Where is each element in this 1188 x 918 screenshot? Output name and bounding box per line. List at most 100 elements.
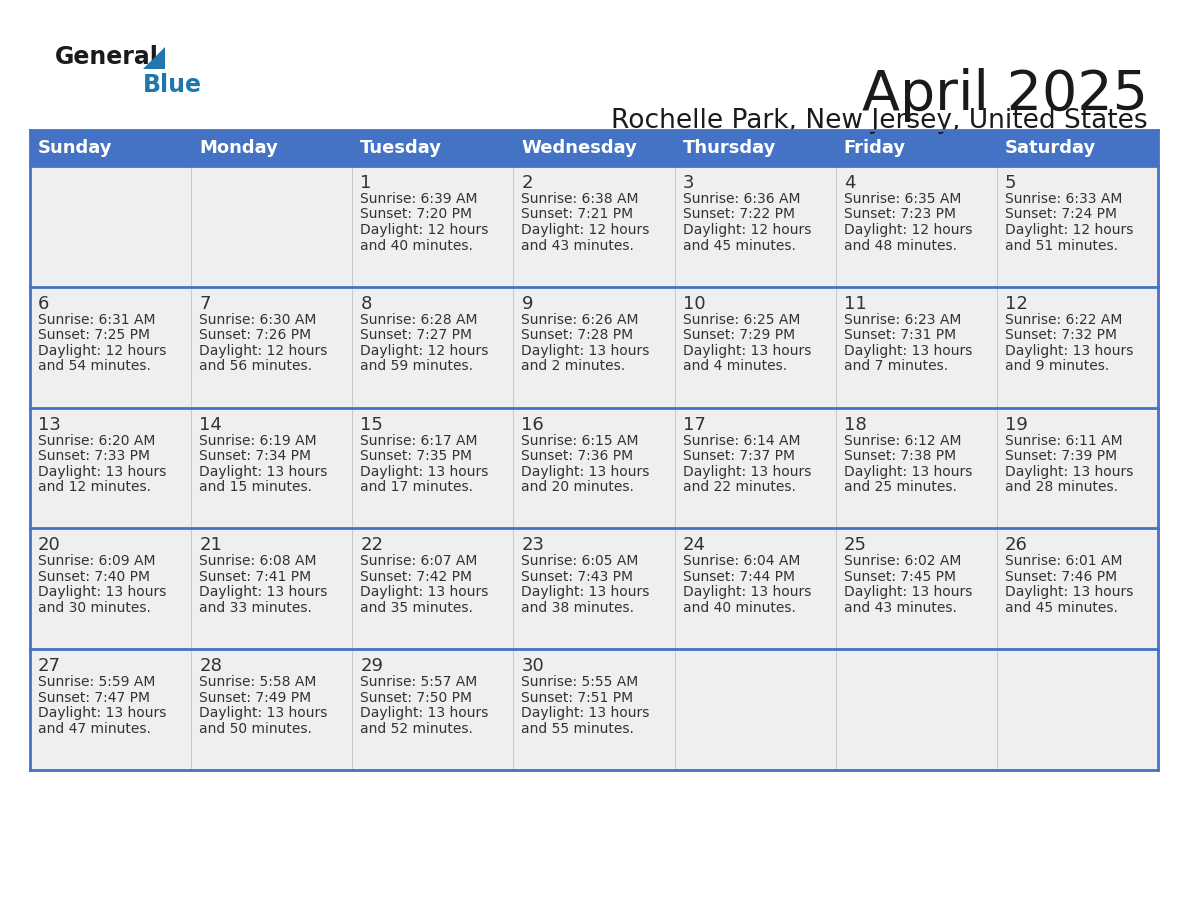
Text: Daylight: 13 hours: Daylight: 13 hours <box>1005 344 1133 358</box>
Text: Tuesday: Tuesday <box>360 139 442 157</box>
Text: Sunrise: 6:15 AM: Sunrise: 6:15 AM <box>522 433 639 448</box>
Text: 18: 18 <box>843 416 866 433</box>
Text: 23: 23 <box>522 536 544 554</box>
Text: 4: 4 <box>843 174 855 192</box>
Text: Daylight: 13 hours: Daylight: 13 hours <box>200 586 328 599</box>
Text: Sunrise: 6:26 AM: Sunrise: 6:26 AM <box>522 313 639 327</box>
Text: Sunset: 7:51 PM: Sunset: 7:51 PM <box>522 690 633 705</box>
Text: Sunrise: 6:33 AM: Sunrise: 6:33 AM <box>1005 192 1123 206</box>
Text: 30: 30 <box>522 657 544 676</box>
Text: Daylight: 12 hours: Daylight: 12 hours <box>1005 223 1133 237</box>
Text: Sunset: 7:31 PM: Sunset: 7:31 PM <box>843 329 956 342</box>
Text: Sunset: 7:41 PM: Sunset: 7:41 PM <box>200 570 311 584</box>
Text: 14: 14 <box>200 416 222 433</box>
Text: and 15 minutes.: and 15 minutes. <box>200 480 312 494</box>
Text: Sunset: 7:40 PM: Sunset: 7:40 PM <box>38 570 150 584</box>
Text: Daylight: 12 hours: Daylight: 12 hours <box>38 344 166 358</box>
Text: 3: 3 <box>683 174 694 192</box>
Text: Sunrise: 6:23 AM: Sunrise: 6:23 AM <box>843 313 961 327</box>
Text: Sunrise: 6:20 AM: Sunrise: 6:20 AM <box>38 433 156 448</box>
Text: and 55 minutes.: and 55 minutes. <box>522 722 634 735</box>
Text: Sunset: 7:25 PM: Sunset: 7:25 PM <box>38 329 150 342</box>
Text: Sunset: 7:39 PM: Sunset: 7:39 PM <box>1005 449 1117 463</box>
Text: Sunset: 7:23 PM: Sunset: 7:23 PM <box>843 207 955 221</box>
Text: 6: 6 <box>38 295 50 313</box>
Bar <box>30 408 1158 529</box>
Text: Sunrise: 5:57 AM: Sunrise: 5:57 AM <box>360 676 478 689</box>
Text: 1: 1 <box>360 174 372 192</box>
Bar <box>30 286 1158 408</box>
Text: Daylight: 13 hours: Daylight: 13 hours <box>522 344 650 358</box>
Text: Sunrise: 6:07 AM: Sunrise: 6:07 AM <box>360 554 478 568</box>
Text: Daylight: 12 hours: Daylight: 12 hours <box>683 223 811 237</box>
Text: Daylight: 13 hours: Daylight: 13 hours <box>1005 465 1133 478</box>
Text: 28: 28 <box>200 657 222 676</box>
Text: Daylight: 13 hours: Daylight: 13 hours <box>843 465 972 478</box>
Text: Sunset: 7:47 PM: Sunset: 7:47 PM <box>38 690 150 705</box>
Text: Daylight: 12 hours: Daylight: 12 hours <box>360 223 488 237</box>
Text: Sunrise: 6:04 AM: Sunrise: 6:04 AM <box>683 554 800 568</box>
Text: and 7 minutes.: and 7 minutes. <box>843 359 948 374</box>
Text: 15: 15 <box>360 416 384 433</box>
Text: and 43 minutes.: and 43 minutes. <box>522 239 634 252</box>
Text: Daylight: 13 hours: Daylight: 13 hours <box>843 344 972 358</box>
Bar <box>30 529 1158 649</box>
Text: Sunset: 7:32 PM: Sunset: 7:32 PM <box>1005 329 1117 342</box>
Text: Sunset: 7:38 PM: Sunset: 7:38 PM <box>843 449 956 463</box>
Text: Sunrise: 6:14 AM: Sunrise: 6:14 AM <box>683 433 800 448</box>
Text: and 52 minutes.: and 52 minutes. <box>360 722 473 735</box>
Text: Sunrise: 5:59 AM: Sunrise: 5:59 AM <box>38 676 156 689</box>
Text: 8: 8 <box>360 295 372 313</box>
Text: Sunrise: 6:11 AM: Sunrise: 6:11 AM <box>1005 433 1123 448</box>
Text: 5: 5 <box>1005 174 1017 192</box>
Text: 19: 19 <box>1005 416 1028 433</box>
Text: and 25 minutes.: and 25 minutes. <box>843 480 956 494</box>
Text: Sunset: 7:46 PM: Sunset: 7:46 PM <box>1005 570 1117 584</box>
Text: Sunset: 7:22 PM: Sunset: 7:22 PM <box>683 207 795 221</box>
Text: Monday: Monday <box>200 139 278 157</box>
Text: Sunset: 7:21 PM: Sunset: 7:21 PM <box>522 207 633 221</box>
Text: Sunset: 7:50 PM: Sunset: 7:50 PM <box>360 690 473 705</box>
Text: and 54 minutes.: and 54 minutes. <box>38 359 151 374</box>
Text: Daylight: 12 hours: Daylight: 12 hours <box>360 344 488 358</box>
Text: Sunset: 7:35 PM: Sunset: 7:35 PM <box>360 449 473 463</box>
Polygon shape <box>143 47 165 69</box>
Text: Sunrise: 6:28 AM: Sunrise: 6:28 AM <box>360 313 478 327</box>
Text: 7: 7 <box>200 295 210 313</box>
Text: Daylight: 13 hours: Daylight: 13 hours <box>683 465 811 478</box>
Text: Sunrise: 6:08 AM: Sunrise: 6:08 AM <box>200 554 317 568</box>
Text: Sunrise: 6:30 AM: Sunrise: 6:30 AM <box>200 313 316 327</box>
Text: and 30 minutes.: and 30 minutes. <box>38 601 151 615</box>
Text: Sunrise: 6:19 AM: Sunrise: 6:19 AM <box>200 433 317 448</box>
Bar <box>30 649 1158 770</box>
Text: and 9 minutes.: and 9 minutes. <box>1005 359 1110 374</box>
Text: 12: 12 <box>1005 295 1028 313</box>
Text: Rochelle Park, New Jersey, United States: Rochelle Park, New Jersey, United States <box>612 108 1148 134</box>
Text: 25: 25 <box>843 536 867 554</box>
Text: Sunrise: 6:02 AM: Sunrise: 6:02 AM <box>843 554 961 568</box>
Text: 20: 20 <box>38 536 61 554</box>
Text: Sunset: 7:49 PM: Sunset: 7:49 PM <box>200 690 311 705</box>
Text: Sunrise: 6:38 AM: Sunrise: 6:38 AM <box>522 192 639 206</box>
Text: Daylight: 13 hours: Daylight: 13 hours <box>200 465 328 478</box>
Text: Daylight: 13 hours: Daylight: 13 hours <box>38 465 166 478</box>
Text: Sunset: 7:42 PM: Sunset: 7:42 PM <box>360 570 473 584</box>
Text: 24: 24 <box>683 536 706 554</box>
Text: 9: 9 <box>522 295 533 313</box>
Text: Sunrise: 6:05 AM: Sunrise: 6:05 AM <box>522 554 639 568</box>
Text: Daylight: 12 hours: Daylight: 12 hours <box>200 344 328 358</box>
Text: and 20 minutes.: and 20 minutes. <box>522 480 634 494</box>
Text: and 2 minutes.: and 2 minutes. <box>522 359 626 374</box>
Text: Sunrise: 6:01 AM: Sunrise: 6:01 AM <box>1005 554 1123 568</box>
Text: and 56 minutes.: and 56 minutes. <box>200 359 312 374</box>
Text: General: General <box>55 45 159 69</box>
Text: Sunset: 7:33 PM: Sunset: 7:33 PM <box>38 449 150 463</box>
Text: 21: 21 <box>200 536 222 554</box>
Text: and 40 minutes.: and 40 minutes. <box>683 601 796 615</box>
Text: Daylight: 13 hours: Daylight: 13 hours <box>360 465 488 478</box>
Text: Daylight: 13 hours: Daylight: 13 hours <box>1005 586 1133 599</box>
Text: Sunrise: 6:25 AM: Sunrise: 6:25 AM <box>683 313 800 327</box>
Text: 29: 29 <box>360 657 384 676</box>
Text: and 59 minutes.: and 59 minutes. <box>360 359 473 374</box>
Text: and 12 minutes.: and 12 minutes. <box>38 480 151 494</box>
